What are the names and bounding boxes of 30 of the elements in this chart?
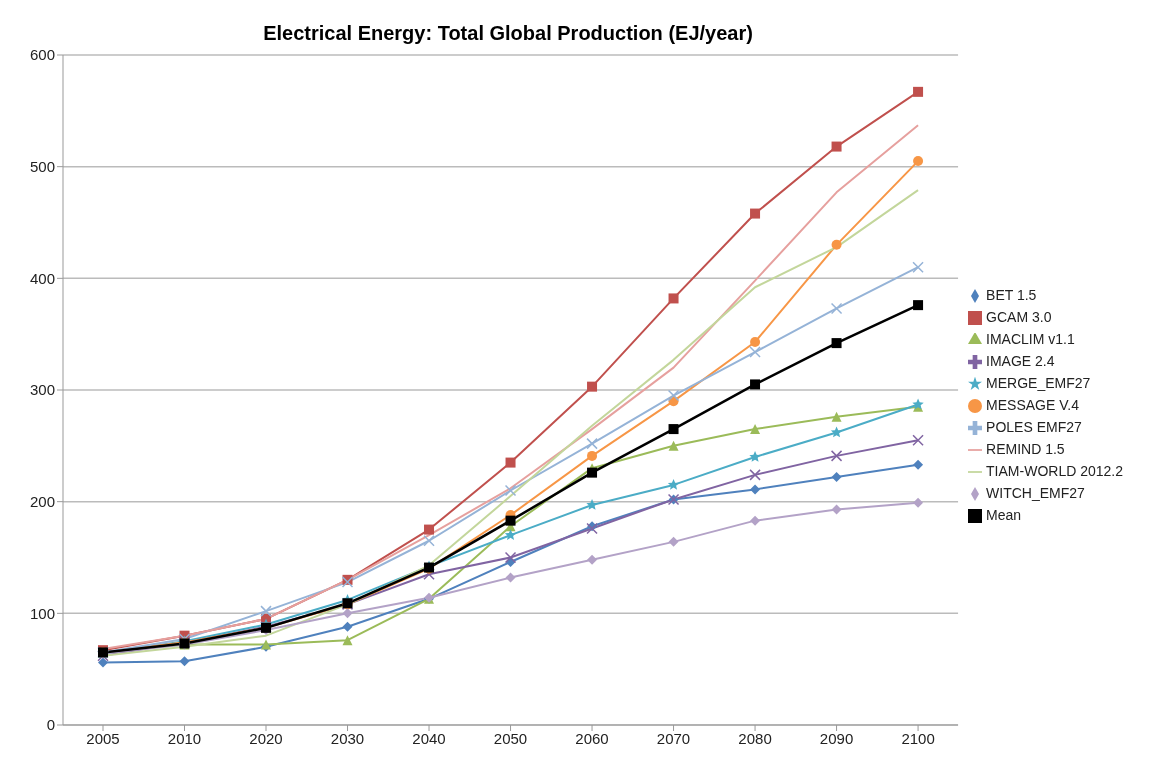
legend-label: TIAM-WORLD 2012.2 [986,463,1123,479]
x-tick-label: 2060 [575,729,609,747]
y-tick-label: 400 [29,269,55,287]
x-tick-label: 2080 [738,729,772,747]
legend-label: IMAGE 2.4 [986,353,1055,369]
y-tick-label: 600 [29,46,55,64]
x-tick-label: 2050 [493,729,528,747]
legend-label: POLES EMF27 [986,419,1082,435]
x-tick-label: 2040 [412,729,446,747]
legend-label: IMACLIM v1.1 [986,331,1075,347]
legend-label: BET 1.5 [986,287,1037,303]
x-tick-label: 2070 [656,729,691,747]
y-tick-label: 0 [46,716,55,734]
legend-label: MESSAGE V.4 [986,397,1079,413]
legend-label: REMIND 1.5 [986,441,1065,457]
x-tick-label: 2020 [249,729,283,747]
legend-label: Mean [986,507,1022,523]
x-tick-label: 2090 [819,729,854,747]
legend-label: WITCH_EMF27 [986,485,1085,501]
legend-label: GCAM 3.0 [986,309,1052,325]
legend-label: MERGE_EMF27 [986,375,1091,391]
y-tick-label: 500 [29,157,55,175]
x-tick-label: 2030 [330,729,365,747]
y-tick-label: 300 [29,381,55,399]
x-tick-label: 2005 [86,729,120,747]
y-tick-label: 200 [29,492,55,510]
y-tick-label: 100 [29,604,55,622]
x-tick-label: 2100 [901,729,935,747]
chart-title: Electrical Energy: Total Global Production (EJ/year) [262,21,754,45]
x-tick-label: 2010 [167,729,202,747]
